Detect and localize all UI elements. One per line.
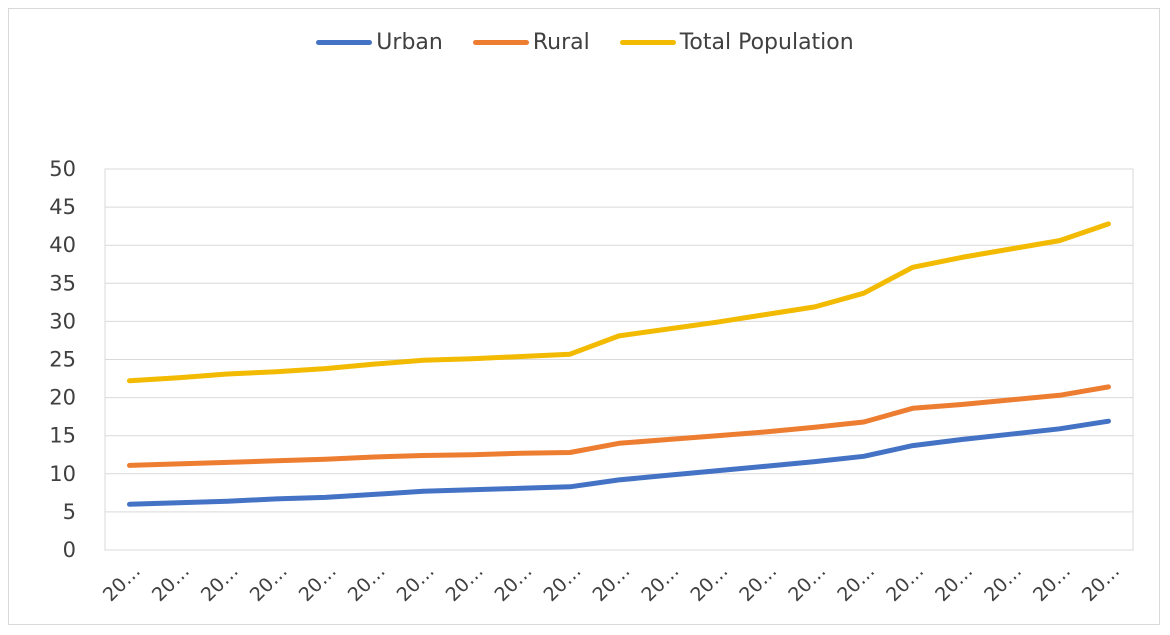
- x-tick-label: 20…: [246, 560, 292, 606]
- x-tick-label: 20…: [735, 560, 781, 606]
- legend-label-total-population: Total Population: [679, 29, 854, 55]
- x-tick-label: 20…: [784, 560, 830, 606]
- x-tick-label: 20…: [980, 560, 1026, 606]
- y-tick-label: 50: [49, 157, 76, 181]
- series-line-urban: [127, 418, 1111, 507]
- x-tick-label: 20…: [637, 560, 683, 606]
- legend: Urban Rural Total Population: [0, 24, 1170, 60]
- x-tick-label: 20…: [344, 560, 390, 606]
- y-tick-label: 25: [49, 348, 76, 372]
- x-tick-label: 20…: [588, 560, 634, 606]
- legend-label-rural: Rural: [532, 29, 590, 55]
- legend-swatch-rural: [472, 39, 529, 45]
- x-tick-label: 20…: [197, 560, 243, 606]
- plot-area-border: [104, 168, 1134, 551]
- y-tick-label: 45: [49, 195, 76, 219]
- legend-item-urban: Urban: [316, 30, 443, 55]
- legend-swatch-total-population: [619, 39, 676, 45]
- y-tick-label: 40: [49, 233, 76, 257]
- y-tick-label: 5: [63, 500, 76, 524]
- x-tick-label: 20…: [1078, 560, 1124, 606]
- y-tick-label: 35: [49, 271, 76, 295]
- series-line-total-population: [127, 221, 1111, 384]
- x-tick-label: 20…: [393, 560, 439, 606]
- x-axis-ticks: 20… 20… 20… 20… 20… 20… 20… 20… 20… 20… 20… 20… 20… 2…: [99, 560, 1124, 606]
- y-tick-label: 10: [49, 462, 76, 486]
- x-tick-label: 20…: [148, 560, 194, 606]
- legend-item-rural: Rural: [472, 29, 590, 55]
- x-tick-label: 20…: [686, 560, 732, 606]
- x-tick-label: 20…: [99, 560, 145, 606]
- series-line-rural: [127, 384, 1111, 468]
- gridlines: [104, 168, 1134, 551]
- y-tick-label: 30: [49, 309, 76, 333]
- series-lines: [127, 221, 1111, 507]
- x-tick-label: 20…: [1029, 560, 1075, 606]
- y-tick-label: 15: [49, 424, 76, 448]
- legend-label-urban: Urban: [376, 29, 443, 55]
- x-tick-label: 20…: [491, 560, 537, 606]
- x-tick-label: 20…: [295, 560, 341, 606]
- x-tick-label: 20…: [833, 560, 879, 606]
- x-tick-label: 20…: [882, 560, 928, 606]
- y-tick-label: 0: [63, 538, 76, 562]
- y-axis-ticks: 0 5 10 15 20 25 30 35 40 45 50: [49, 157, 76, 562]
- x-tick-label: 20…: [539, 560, 585, 606]
- x-tick-label: 20…: [931, 560, 977, 606]
- legend-swatch-urban: [316, 39, 373, 45]
- legend-item-total-population: Total Population: [619, 29, 854, 55]
- x-tick-label: 20…: [442, 560, 488, 606]
- y-tick-label: 20: [49, 386, 76, 410]
- chart-frame: [8, 8, 1160, 625]
